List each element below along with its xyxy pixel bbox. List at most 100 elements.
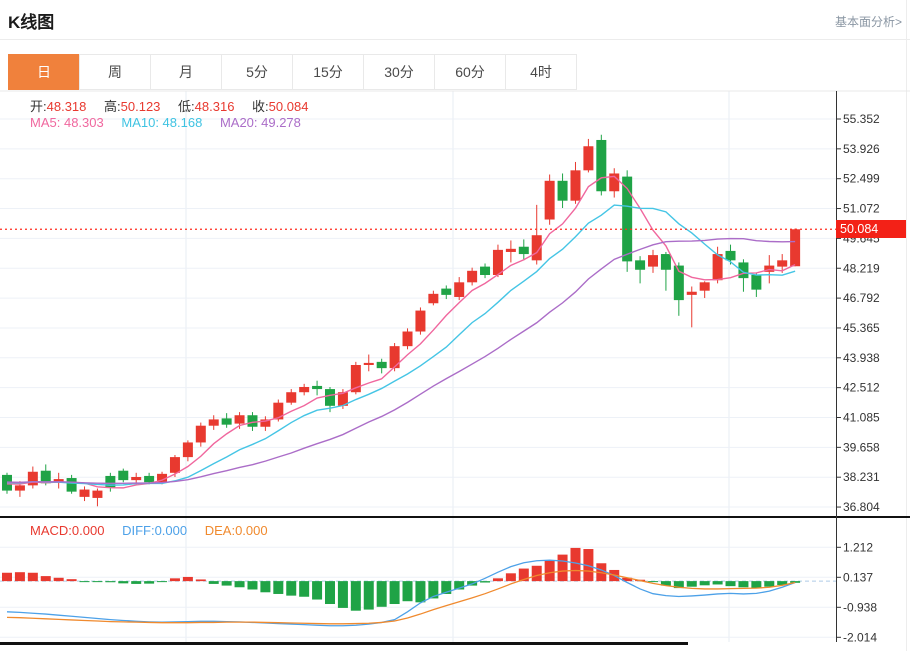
candle-body (544, 180, 555, 220)
macd-bar (492, 578, 503, 582)
macd-bar (182, 576, 193, 582)
low-value: 48.316 (194, 99, 235, 114)
y-axis-label: -0.938 (843, 600, 877, 614)
diff-line (6, 559, 796, 627)
tab-月[interactable]: 月 (150, 54, 222, 90)
macd-bar (131, 581, 142, 584)
macd-bar (518, 568, 529, 582)
candle-body (312, 385, 323, 390)
macd-bar (40, 576, 51, 582)
macd-bar (79, 581, 90, 583)
ma20-label: MA20: (219, 115, 262, 130)
tab-30分[interactable]: 30分 (363, 54, 435, 90)
ma-info: MA5: 48.303 MA10: 48.168 MA20: 49.278 (30, 115, 315, 130)
page-title: K线图 (8, 13, 55, 32)
kline-chart-svg[interactable]: 55.35253.92652.49951.07249.64548.21946.7… (0, 90, 910, 651)
candle-body (40, 470, 51, 484)
interval-tabs: 日周月 5分 15分 30分 60分 4时 (8, 54, 577, 90)
candle-body (325, 389, 335, 406)
candle-body (350, 365, 361, 393)
y-axis-label: 53.926 (843, 142, 880, 156)
macd-bar (169, 578, 180, 582)
open-value: 48.318 (46, 99, 87, 114)
low-label: 低: (178, 99, 195, 114)
macd-bar (221, 581, 232, 586)
page-right-border (906, 0, 907, 651)
macd-bar (208, 581, 219, 584)
macd-bar (363, 581, 374, 610)
candle-body (480, 266, 491, 275)
candle-body (712, 254, 723, 281)
tab-15分[interactable]: 15分 (292, 54, 364, 90)
tab-60分[interactable]: 60分 (434, 54, 506, 90)
ma20-value: 49.278 (261, 115, 301, 130)
high-value: 50.123 (120, 99, 161, 114)
macd-bar (673, 581, 684, 589)
macd-label: MACD: (30, 523, 72, 538)
ohlc-info: 开:48.318 高:50.123 低:48.316 收:50.084 (30, 96, 322, 115)
macd-bar (2, 572, 12, 582)
macd-bar (402, 581, 413, 602)
macd-bar (441, 581, 452, 594)
candle-body (234, 415, 245, 424)
ma10-label: MA10: (121, 115, 163, 130)
y-axis-label: 38.231 (843, 470, 880, 484)
candle-body (531, 235, 542, 261)
macd-bar (505, 573, 516, 582)
candle-body (66, 478, 77, 492)
y-axis-label: 42.512 (843, 381, 880, 395)
candle-body (260, 419, 271, 427)
candle-body (583, 146, 594, 171)
candle-body (182, 442, 193, 458)
candle-body (751, 274, 762, 290)
macd-bar (660, 581, 671, 586)
dea-label: DEA: (204, 523, 236, 538)
macd-bar (376, 581, 387, 607)
macd-bar (273, 581, 284, 594)
macd-bar (454, 581, 465, 590)
macd-bar (286, 581, 297, 596)
macd-bar (725, 581, 736, 587)
macd-bar (583, 549, 594, 582)
candle-body (738, 262, 749, 279)
candle-body (14, 485, 25, 491)
y-axis-label: 48.219 (843, 261, 880, 275)
open-label: 开: (30, 99, 47, 114)
macd-bar (325, 581, 335, 605)
macd-bar (415, 581, 426, 603)
tab-周[interactable]: 周 (79, 54, 151, 90)
candle-body (596, 139, 607, 192)
candle-body (777, 260, 788, 267)
y-axis-label: 46.792 (843, 291, 880, 305)
close-label: 收: (252, 99, 269, 114)
macd-bar (118, 581, 129, 584)
fundamental-analysis-link[interactable]: 基本面分析> (834, 15, 902, 29)
macd-bar (260, 581, 271, 593)
candle-body (467, 270, 478, 283)
candle-body (157, 473, 168, 483)
candle-body (557, 180, 568, 201)
candle-body (764, 265, 775, 272)
candle-body (27, 471, 38, 486)
macd-bar (648, 581, 658, 583)
macd-info: MACD:0.000 DIFF:0.000 DEA:0.000 (30, 523, 282, 538)
y-axis-label: 45.365 (843, 321, 880, 335)
header-divider (0, 39, 910, 40)
ma5-value: 48.303 (63, 115, 104, 130)
macd-bar (777, 581, 788, 586)
candle-body (725, 250, 736, 261)
macd-bar (751, 581, 762, 589)
macd-bar (144, 581, 155, 584)
macd-bar (105, 581, 116, 583)
candle-body (609, 173, 620, 192)
candle-body (389, 346, 400, 369)
tab-日[interactable]: 日 (8, 54, 80, 90)
tab-4时[interactable]: 4时 (505, 54, 577, 90)
macd-bar (312, 581, 323, 600)
macd-bar (350, 581, 361, 611)
kline-chart-area[interactable]: 55.352 53.926 52.499 51.072 49.645 48.219 46.7… (0, 90, 910, 651)
macd-bar (712, 581, 723, 585)
y-axis-label: 1.212 (843, 540, 873, 554)
tab-5分[interactable]: 5分 (221, 54, 293, 90)
candle-body (247, 415, 258, 427)
